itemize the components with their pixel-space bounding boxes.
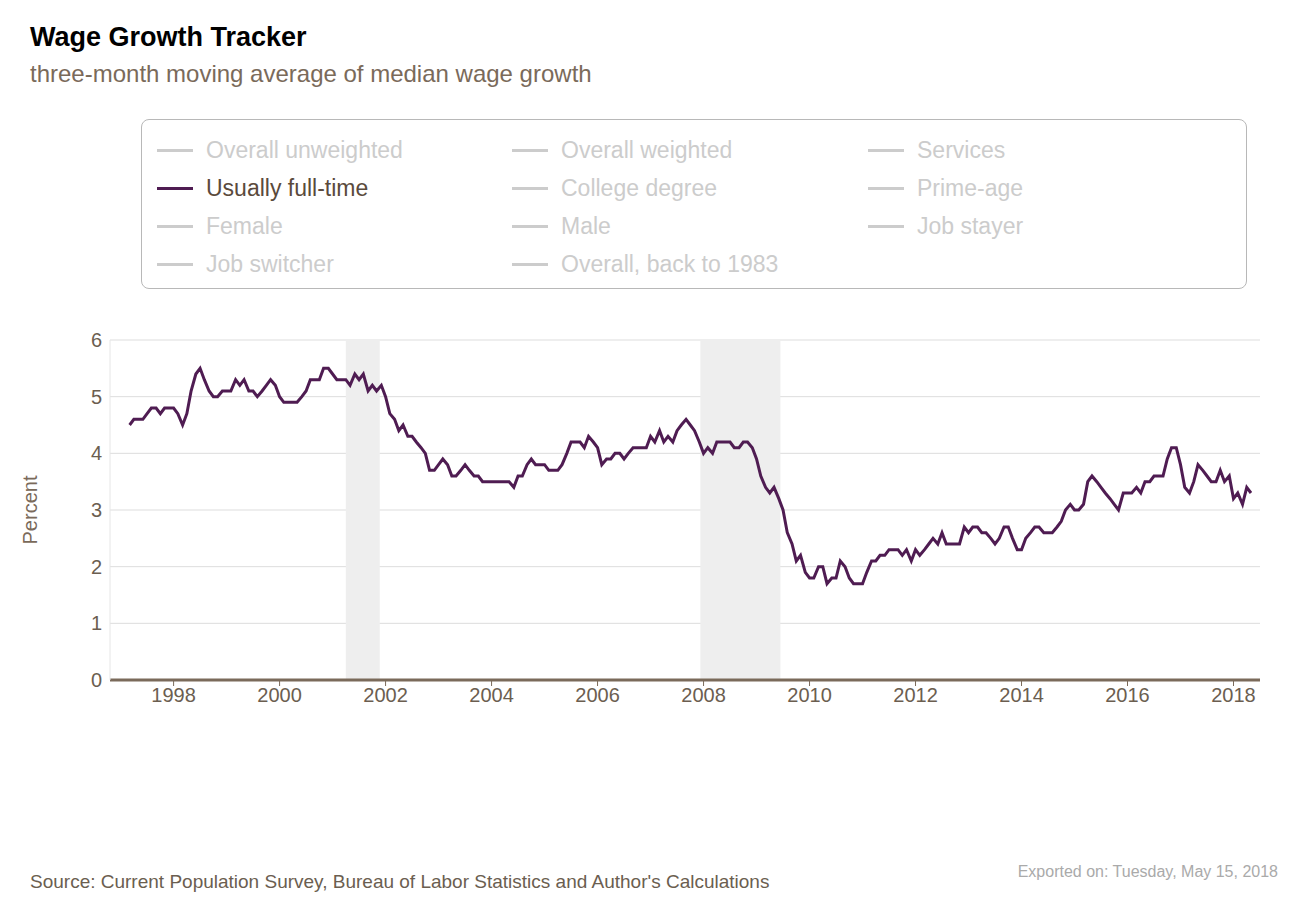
svg-text:2002: 2002 (363, 684, 408, 706)
svg-text:2006: 2006 (575, 684, 620, 706)
svg-text:2010: 2010 (787, 684, 832, 706)
html-text:Services: Services (917, 136, 1006, 163)
html-text:Female: Female (206, 212, 283, 239)
svg-text:4: 4 (91, 442, 102, 464)
svg-text:2016: 2016 (1105, 684, 1150, 706)
html-text:College degree: College degree (561, 174, 717, 201)
svg-text:2004: 2004 (469, 684, 514, 706)
html-text:three-month moving average of: three-month moving average of median wag… (30, 60, 592, 87)
html-text:Prime-age: Prime-age (917, 174, 1024, 201)
svg-text:0: 0 (91, 669, 102, 691)
svg-text:2: 2 (91, 556, 102, 578)
svg-text:2014: 2014 (999, 684, 1044, 706)
html-text:Job stayer: Job stayer (917, 212, 1024, 239)
svg-text:2000: 2000 (257, 684, 302, 706)
html-text:Usually full-time: Usually full-time (206, 174, 369, 201)
html-text:Job switcher: Job switcher (206, 250, 334, 277)
svg-text:6: 6 (91, 329, 102, 351)
html-text:Wage Growth Tracker: Wage Growth Tracker (30, 22, 307, 52)
html-text:Male: Male (561, 212, 611, 239)
svg-text:2012: 2012 (893, 684, 938, 706)
html-text:Overall, back to 1983: Overall, back to 1983 (561, 250, 779, 277)
html-text:Overall unweighted: Overall unweighted (206, 136, 403, 163)
svg-text:3: 3 (91, 499, 102, 521)
html-text:Exported on: Tuesday, May 15,: Exported on: Tuesday, May 15, 2018 (1017, 863, 1278, 880)
svg-text:1: 1 (91, 612, 102, 634)
svg-text:1998: 1998 (151, 684, 196, 706)
html-text:Source: Current Population Sur: Source: Current Population Survey, Burea… (30, 871, 770, 892)
html-text:Overall weighted: Overall weighted (561, 136, 733, 163)
svg-text:Percent: Percent (19, 475, 41, 544)
svg-text:5: 5 (91, 386, 102, 408)
svg-text:2008: 2008 (681, 684, 726, 706)
svg-text:2018: 2018 (1211, 684, 1256, 706)
